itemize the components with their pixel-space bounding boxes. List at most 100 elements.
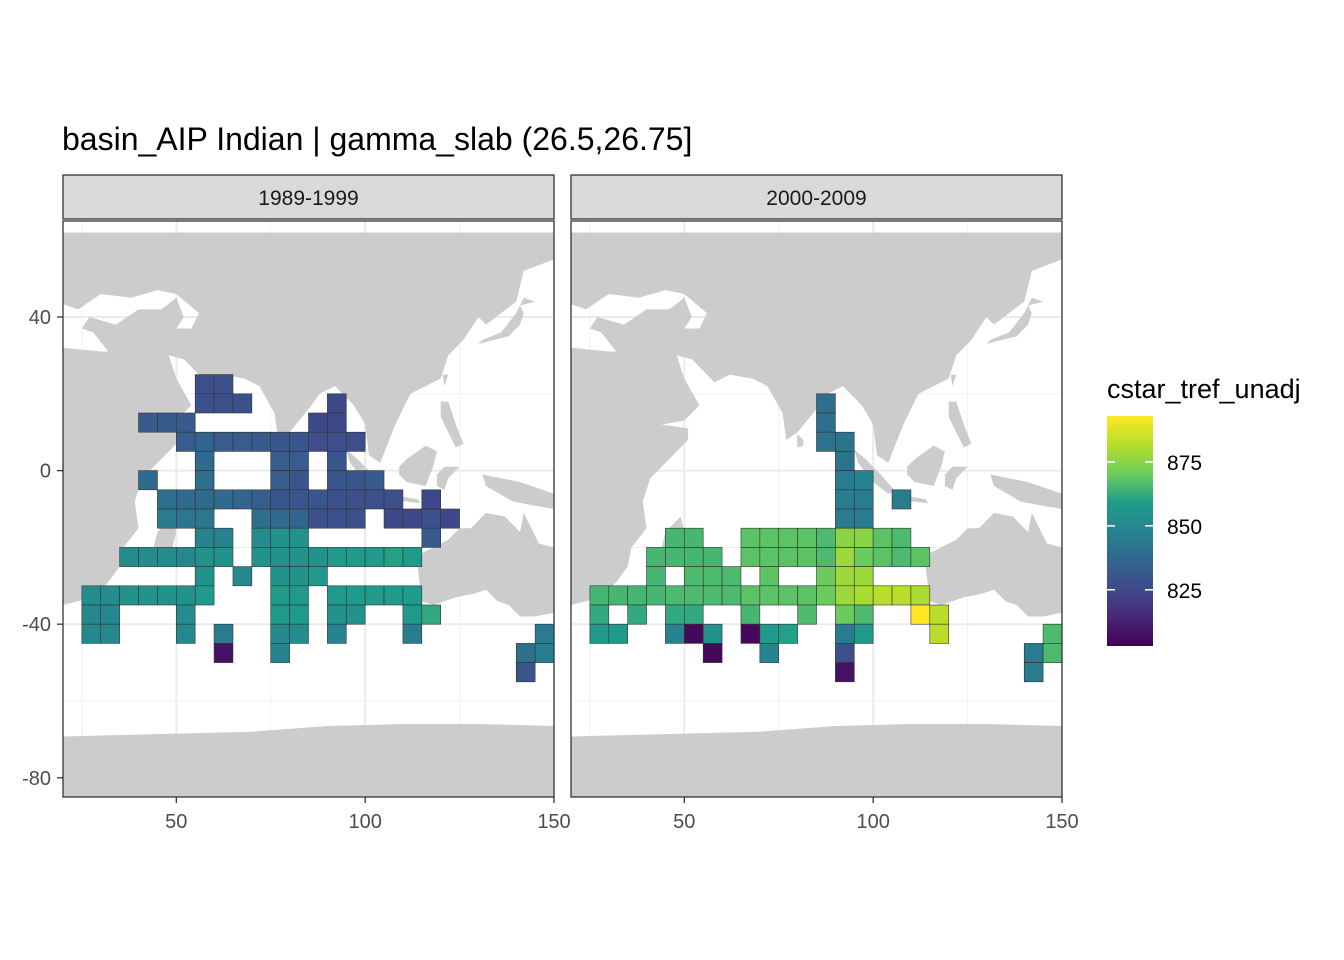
x-tick-label: 150 [537,811,570,833]
heatmap-cell [835,623,855,644]
heatmap-cell [853,470,874,491]
heatmap-cell [778,547,798,567]
heatmap-cell [289,585,309,606]
heatmap-cell [119,547,139,567]
heatmap-cell [194,489,215,510]
heatmap-cell [364,547,385,567]
heatmap-cells [589,393,1062,683]
facet-strip [62,174,555,220]
heatmap-cell [402,604,423,625]
heatmap-cell [213,527,234,548]
panel-border [62,220,555,798]
heatmap-cell [232,489,253,510]
heatmap-cell [534,623,554,644]
heatmap-cell [1042,623,1062,644]
heatmap-cell [853,489,874,510]
facet-panel-1: 1989-1999 50 100 150 40 0 -40 -80 [22,174,571,833]
heatmap-cell [402,547,423,567]
facet-panel-2: 2000-2009 50 100 150 [570,174,1079,833]
heatmap-cell [646,566,666,587]
heatmap-cell [327,585,347,606]
heatmap-cell [759,527,780,548]
heatmap-cell [194,470,215,491]
heatmap-cell [702,547,723,567]
heatmap-cell [345,547,366,567]
x-tick-label: 150 [1045,811,1078,833]
heatmap-cell [270,547,290,567]
heatmap-cell [270,431,290,452]
heatmap-cell [213,393,234,414]
heatmap-cell [891,527,912,548]
heatmap-cell [853,623,874,644]
heatmap-cell [232,431,253,452]
heatmap-cell [835,585,855,606]
heatmap-cell [327,623,347,644]
heatmap-cell [929,623,949,644]
heatmap-cell [835,451,855,471]
heatmap-cell [891,489,912,510]
heatmap-cell [816,566,836,587]
heatmap-cell [213,431,234,452]
panel-border [570,220,1063,798]
heatmap-cell [797,604,817,625]
heatmap-cell [270,508,290,529]
heatmap-cell [345,604,366,625]
heatmap-cell [194,431,215,452]
heatmap-cell [270,451,290,471]
chart-title: basin_AIP Indian | gamma_slab (26.5,26.7… [62,121,692,157]
heatmap-cell [232,393,253,414]
heatmap-cell [684,547,704,567]
heatmap-cell [308,547,328,567]
heatmap-cell [289,566,309,587]
heatmap-cell [383,508,404,529]
heatmap-cell [364,489,385,510]
heatmap-cell [289,527,309,548]
heatmap-cell [270,585,290,606]
heatmap-cell [589,604,610,625]
heatmap-cell [138,470,158,491]
heatmap-cell [308,431,328,452]
heatmap-cell [759,566,780,587]
heatmap-cell [176,547,196,567]
heatmap-cell [213,547,234,567]
heatmap-cell [176,623,196,644]
heatmap-cell [194,566,215,587]
heatmap-cell [684,623,704,644]
heatmap-cell [515,662,536,683]
x-axis: 50 100 150 [673,797,1079,833]
heatmap-cell [646,585,666,606]
heatmap-cell [1023,643,1044,663]
heatmap-cell [157,412,177,433]
heatmap-cell [835,643,855,663]
heatmap-cell [929,604,949,625]
heatmap-cell [213,374,234,395]
heatmap-cell [421,508,441,529]
heatmap-cell [684,566,704,587]
heatmap-cell [421,489,441,510]
colorbar [1107,416,1153,646]
legend-tick-label: 825 [1167,580,1202,603]
heatmap-cell [270,527,290,548]
heatmap-cell [289,604,309,625]
heatmap-cell [308,412,328,433]
heatmap-cell [759,623,780,644]
heatmap-cell [835,662,855,683]
heatmap-cell [835,547,855,567]
heatmap-cell [270,470,290,491]
heatmap-cell [289,470,309,491]
heatmap-cell [327,431,347,452]
heatmap-cell [853,547,874,567]
heatmap-cell [835,508,855,529]
heatmap-cell [910,547,931,567]
heatmap-cell [402,623,423,644]
heatmap-cell [627,585,647,606]
heatmap-cell [308,489,328,510]
heatmap-cell [646,547,666,567]
heatmap-cell [157,547,177,567]
heatmap-cell [100,623,120,644]
facet-strip [570,174,1063,220]
heatmap-cell [702,623,723,644]
heatmap-cell [270,643,290,663]
heatmap-cell [81,585,102,606]
heatmap-cell [289,451,309,471]
